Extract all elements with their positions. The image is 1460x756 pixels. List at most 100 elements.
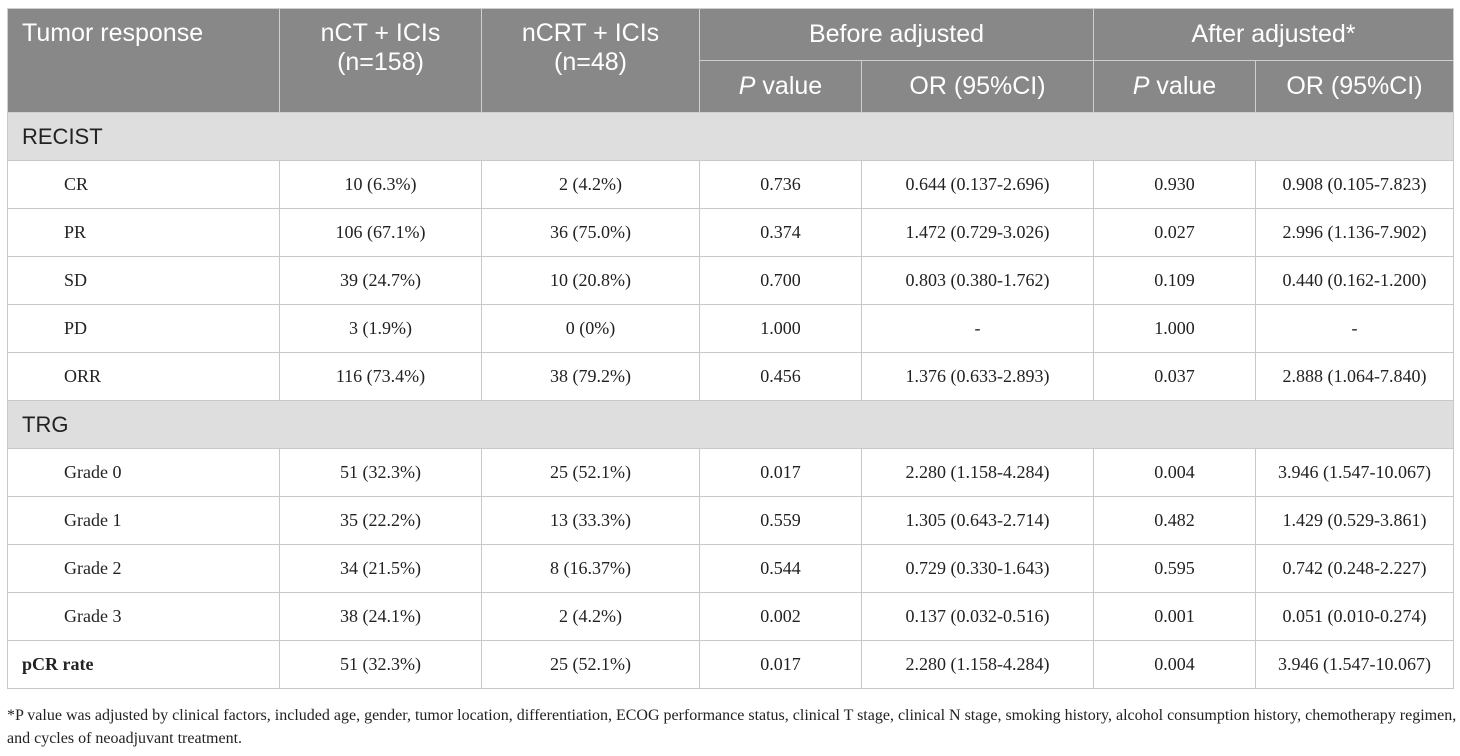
cell-or-after: 0.051 (0.010-0.274) [1255, 592, 1454, 641]
cell-p-before: 0.736 [699, 160, 862, 209]
tumor-response-table: Tumor response nCT + ICIs (n=158) nCRT +… [7, 8, 1454, 689]
cell-nct: 106 (67.1%) [279, 208, 482, 257]
cell-nct: 51 (32.3%) [279, 640, 482, 689]
cell-ncrt: 36 (75.0%) [481, 208, 700, 257]
cell-nct: 38 (24.1%) [279, 592, 482, 641]
cell-or-after: 2.888 (1.064-7.840) [1255, 352, 1454, 401]
cell-p-after: 0.004 [1093, 448, 1256, 497]
table-row: SD 39 (24.7%) 10 (20.8%) 0.700 0.803 (0.… [7, 256, 1454, 305]
header-after-adjusted: After adjusted* [1093, 8, 1454, 61]
cell-p-before: 0.374 [699, 208, 862, 257]
p-rest: value [1149, 72, 1217, 100]
table-row: Grade 3 38 (24.1%) 2 (4.2%) 0.002 0.137 … [7, 592, 1454, 641]
cell-nct: 39 (24.7%) [279, 256, 482, 305]
cell-or-before: 0.137 (0.032-0.516) [861, 592, 1094, 641]
cell-ncrt: 13 (33.3%) [481, 496, 700, 545]
cell-nct: 51 (32.3%) [279, 448, 482, 497]
cell-or-before: 2.280 (1.158-4.284) [861, 448, 1094, 497]
cell-or-before: 0.644 (0.137-2.696) [861, 160, 1094, 209]
cell-ncrt: 0 (0%) [481, 304, 700, 353]
header-nct-icis: nCT + ICIs (n=158) [279, 8, 482, 113]
cell-or-before: - [861, 304, 1094, 353]
cell-nct: 3 (1.9%) [279, 304, 482, 353]
cell-or-after: 3.946 (1.547-10.067) [1255, 640, 1454, 689]
table-footnote: *P value was adjusted by clinical factor… [7, 707, 1457, 747]
row-label: ORR [7, 352, 280, 401]
row-label: PD [7, 304, 280, 353]
cell-p-before: 1.000 [699, 304, 862, 353]
section-row-trg: TRG [7, 400, 1454, 449]
table-row: Grade 0 51 (32.3%) 25 (52.1%) 0.017 2.28… [7, 448, 1454, 497]
cell-or-after: 3.946 (1.547-10.067) [1255, 448, 1454, 497]
cell-or-after: 2.996 (1.136-7.902) [1255, 208, 1454, 257]
header-before-adjusted: Before adjusted [699, 8, 1094, 61]
cell-p-after: 0.004 [1093, 640, 1256, 689]
header-row-sub: P value OR (95%CI) P value OR (95%CI) [8, 60, 1454, 113]
cell-p-after: 0.930 [1093, 160, 1256, 209]
cell-nct: 116 (73.4%) [279, 352, 482, 401]
pcr-rate-row: pCR rate 51 (32.3%) 25 (52.1%) 0.017 2.2… [7, 640, 1454, 689]
row-label: Grade 3 [7, 592, 280, 641]
cell-or-after: 0.908 (0.105-7.823) [1255, 160, 1454, 209]
cell-ncrt: 8 (16.37%) [481, 544, 700, 593]
cell-or-after: 0.742 (0.248-2.227) [1255, 544, 1454, 593]
cell-or-after: 0.440 (0.162-1.200) [1255, 256, 1454, 305]
cell-p-after: 0.595 [1093, 544, 1256, 593]
cell-p-after: 0.001 [1093, 592, 1256, 641]
section-title: TRG [7, 400, 1454, 449]
row-label: PR [7, 208, 280, 257]
header-tumor-response: Tumor response [7, 8, 280, 113]
cell-p-after: 0.027 [1093, 208, 1256, 257]
p-italic: P [738, 72, 756, 100]
cell-p-before: 0.700 [699, 256, 862, 305]
cell-nct: 34 (21.5%) [279, 544, 482, 593]
section-title: RECIST [7, 112, 1454, 161]
table-row: ORR 116 (73.4%) 38 (79.2%) 0.456 1.376 (… [7, 352, 1454, 401]
cell-or-after: 1.429 (0.529-3.861) [1255, 496, 1454, 545]
cell-p-after: 1.000 [1093, 304, 1256, 353]
section-row-recist: RECIST [7, 112, 1454, 161]
cell-ncrt: 38 (79.2%) [481, 352, 700, 401]
row-label: Grade 0 [7, 448, 280, 497]
p-rest: value [755, 72, 823, 100]
header-ncrt-icis: nCRT + ICIs (n=48) [481, 8, 700, 113]
cell-p-before: 0.017 [699, 640, 862, 689]
header-p-value-after: P value [1093, 60, 1256, 113]
cell-nct: 10 (6.3%) [279, 160, 482, 209]
cell-or-before: 1.376 (0.633-2.893) [861, 352, 1094, 401]
table-row: PR 106 (67.1%) 36 (75.0%) 0.374 1.472 (0… [7, 208, 1454, 257]
header-nct-icis-name: nCT + ICIs [320, 19, 441, 47]
cell-ncrt: 25 (52.1%) [481, 640, 700, 689]
header-p-value-before: P value [699, 60, 862, 113]
row-label: CR [7, 160, 280, 209]
cell-p-before: 0.017 [699, 448, 862, 497]
table-body: RECIST CR 10 (6.3%) 2 (4.2%) 0.736 0.644… [7, 112, 1454, 689]
cell-p-before: 0.456 [699, 352, 862, 401]
cell-or-before: 0.803 (0.380-1.762) [861, 256, 1094, 305]
results-table-container: Tumor response nCT + ICIs (n=158) nCRT +… [7, 8, 1454, 689]
header-nct-icis-n: (n=158) [337, 48, 424, 76]
cell-p-before: 0.002 [699, 592, 862, 641]
cell-ncrt: 10 (20.8%) [481, 256, 700, 305]
table-row: Grade 1 35 (22.2%) 13 (33.3%) 0.559 1.30… [7, 496, 1454, 545]
cell-or-before: 2.280 (1.158-4.284) [861, 640, 1094, 689]
table-row: CR 10 (6.3%) 2 (4.2%) 0.736 0.644 (0.137… [7, 160, 1454, 209]
cell-or-before: 1.305 (0.643-2.714) [861, 496, 1094, 545]
row-label: Grade 1 [7, 496, 280, 545]
cell-ncrt: 25 (52.1%) [481, 448, 700, 497]
cell-ncrt: 2 (4.2%) [481, 160, 700, 209]
cell-p-after: 0.109 [1093, 256, 1256, 305]
row-label: pCR rate [7, 640, 280, 689]
cell-p-after: 0.482 [1093, 496, 1256, 545]
header-or-after: OR (95%CI) [1255, 60, 1454, 113]
cell-or-before: 1.472 (0.729-3.026) [861, 208, 1094, 257]
cell-nct: 35 (22.2%) [279, 496, 482, 545]
p-italic: P [1132, 72, 1150, 100]
header-row-top: Tumor response nCT + ICIs (n=158) nCRT +… [7, 8, 1454, 113]
table-row: Grade 2 34 (21.5%) 8 (16.37%) 0.544 0.72… [7, 544, 1454, 593]
table-header: Tumor response nCT + ICIs (n=158) nCRT +… [7, 8, 1454, 113]
cell-p-after: 0.037 [1093, 352, 1256, 401]
cell-p-before: 0.559 [699, 496, 862, 545]
cell-p-before: 0.544 [699, 544, 862, 593]
row-label: Grade 2 [7, 544, 280, 593]
